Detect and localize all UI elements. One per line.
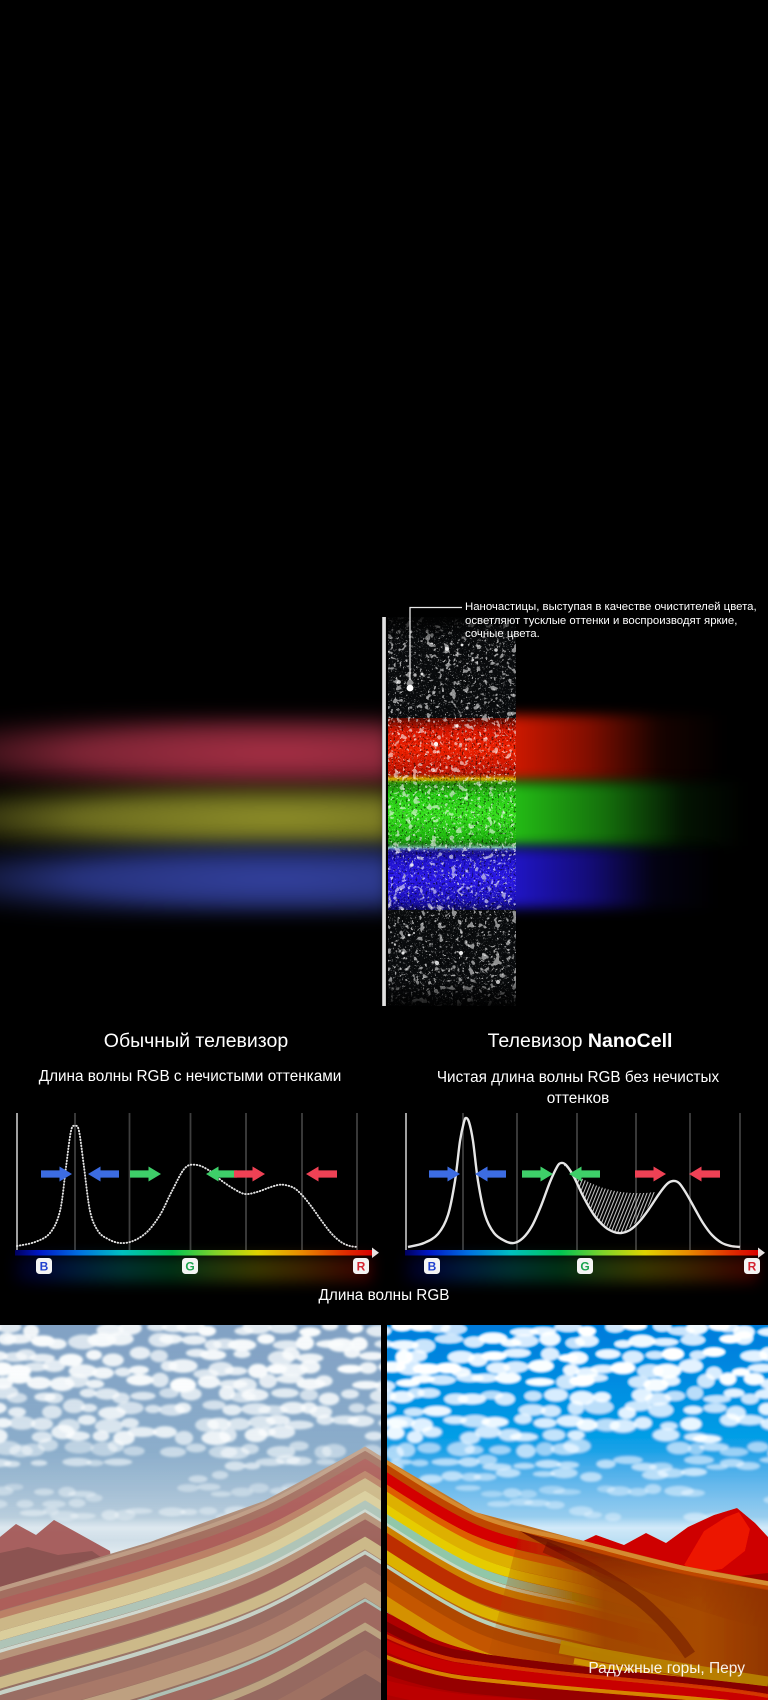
- svg-text:G: G: [185, 1260, 194, 1274]
- svg-text:Радужные горы, Перу: Радужные горы, Перу: [588, 1660, 745, 1677]
- svg-text:B: B: [40, 1260, 49, 1274]
- svg-text:G: G: [580, 1260, 589, 1274]
- svg-text:R: R: [748, 1260, 757, 1274]
- svg-text:B: B: [428, 1260, 437, 1274]
- svg-text:R: R: [357, 1260, 366, 1274]
